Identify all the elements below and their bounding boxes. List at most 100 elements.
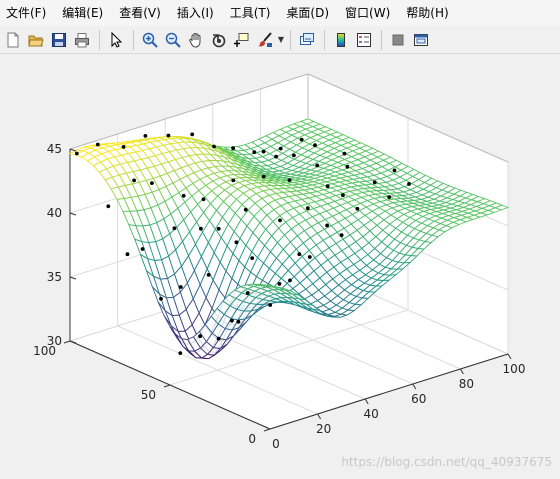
rotate-3d-icon[interactable] [208,29,230,51]
menu-item-6[interactable]: 窗口(W) [345,6,391,20]
data-point [234,240,239,245]
brush-icon[interactable] [254,29,276,51]
tick-mark [459,368,464,375]
data-point [342,151,347,156]
data-point [341,193,345,198]
data-point [299,137,304,142]
colorbar-icon[interactable] [330,29,352,51]
data-point [181,193,186,198]
tick-labels: 30 35 40 45 20 40 60 80 100 0 0 50 100 [33,142,525,451]
data-point [143,134,148,138]
data-point [307,255,312,259]
data-point [277,282,282,286]
zoom-out-icon[interactable] [162,29,184,51]
menu-item-1[interactable]: 编辑(E) [62,6,104,20]
tick-mark [69,212,77,216]
print-icon[interactable] [71,29,93,51]
data-point [206,273,211,277]
data-point [292,153,296,158]
data-point [125,252,130,257]
toolbar-separator [290,29,291,50]
open-file-icon[interactable] [25,29,47,51]
data-point [230,318,234,323]
data-point [243,207,248,212]
menu-item-7[interactable]: 帮助(H) [406,6,449,20]
z-tick-label: 30 [47,334,62,348]
tick-mark [263,428,271,432]
data-point [325,184,330,189]
data-point [274,154,278,159]
data-point [345,164,350,169]
data-point [199,226,203,231]
edit-plot-arrow-icon[interactable] [105,29,127,51]
y-tick-label: 50 [141,388,156,402]
data-point [236,319,241,324]
toolbar-separator [99,29,100,50]
show-plot-tools-icon[interactable] [410,29,432,51]
data-point [178,351,183,355]
data-point [261,174,266,179]
tick-mark [412,383,417,390]
tick-mark [507,353,512,360]
y-tick-label: 100 [33,344,56,358]
data-point [355,206,360,211]
data-point [261,149,266,154]
data-point [178,285,183,289]
axis-edge [307,73,509,163]
data-point [245,291,250,295]
data-point [315,163,320,168]
tick-mark [364,398,369,405]
pan-hand-icon[interactable] [185,29,207,51]
data-cursor-icon[interactable] [231,29,253,51]
data-point [216,336,221,341]
hide-plot-tools-icon[interactable] [387,29,409,51]
data-point [140,247,145,251]
menu-item-5[interactable]: 桌面(D) [286,6,330,20]
data-point [121,145,126,149]
axis-edge [69,73,309,150]
x-tick-label: 100 [503,362,526,376]
data-point [313,143,317,148]
axis-line [269,353,509,430]
data-point [150,181,154,185]
menu-item-4[interactable]: 工具(T) [229,6,271,20]
data-point [305,206,310,211]
menu-item-3[interactable]: 插入(I) [176,6,214,20]
surface-plot[interactable]: 30 35 40 45 20 40 60 80 100 0 0 50 100 [0,54,560,475]
data-point [216,226,221,231]
new-figure-icon[interactable] [2,29,24,51]
z-tick-label: 35 [47,270,62,284]
data-point [231,146,236,151]
toolbar-separator [324,29,325,50]
x-tick-label: 80 [459,377,474,391]
tick-mark [69,276,77,280]
menu-item-0[interactable]: 文件(F) [6,6,47,20]
data-point [407,182,411,186]
link-plot-icon[interactable] [296,29,318,51]
surface-mesh [68,118,510,360]
data-point [198,334,203,339]
menu-item-2[interactable]: 查看(V) [119,6,161,20]
data-point [106,204,111,209]
data-point [392,168,397,173]
chevron-down-icon[interactable]: ▼ [277,35,285,44]
data-point [201,197,206,202]
z-tick-label: 45 [47,142,62,156]
data-point [74,151,79,156]
figure-canvas[interactable]: 30 35 40 45 20 40 60 80 100 0 0 50 100 [0,54,560,475]
toolbar-separator [381,29,382,50]
x-tick-label: 20 [316,422,331,436]
legend-icon[interactable] [353,29,375,51]
data-point [172,226,177,231]
data-point [250,256,255,260]
toolbar-separator [133,29,134,50]
y-tick-label: 0 [248,432,256,446]
watermark: https://blog.csdn.net/qq_40937675 [341,455,552,469]
data-point [190,132,195,137]
tick-mark [163,384,171,388]
data-point [268,303,273,307]
tick-mark [69,340,77,344]
figure-toolbar: ▼ [0,26,560,54]
save-icon[interactable] [48,29,70,51]
zoom-in-icon[interactable] [139,29,161,51]
